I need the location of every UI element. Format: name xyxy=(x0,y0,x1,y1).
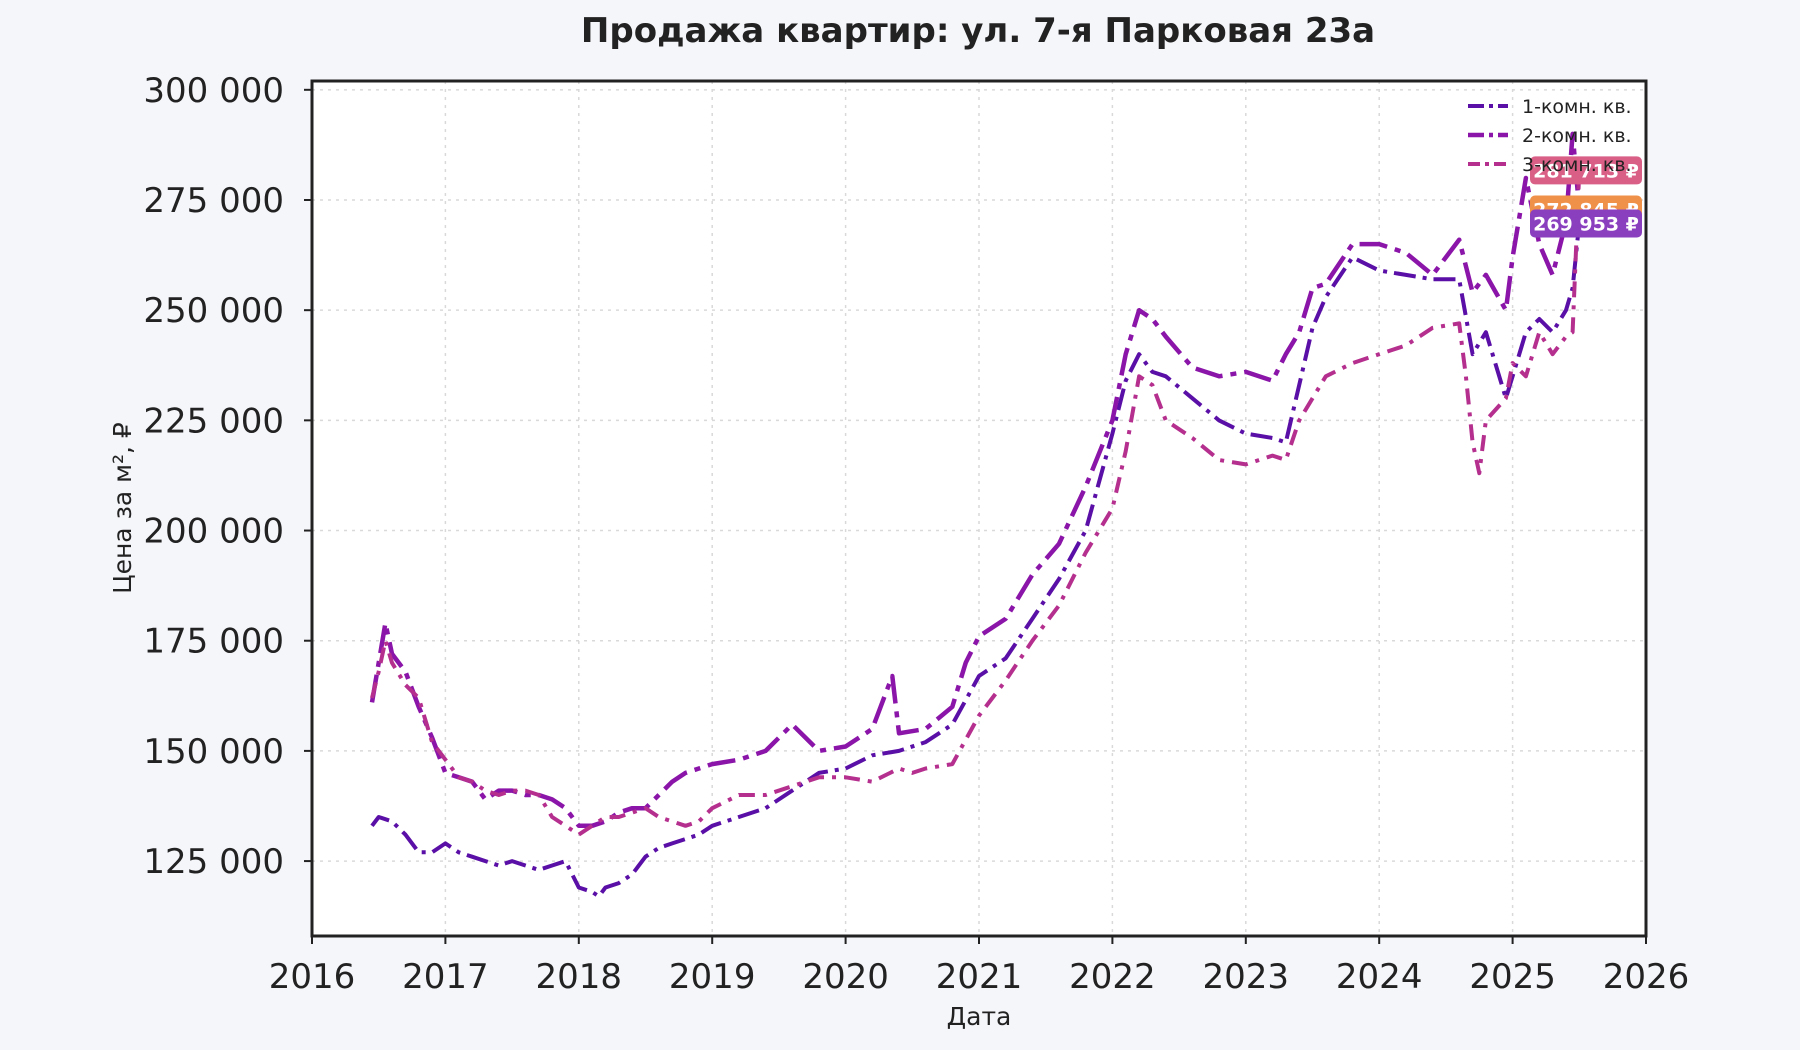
y-axis-label: Цена за м², ₽ xyxy=(108,422,137,594)
x-tick-label: 2020 xyxy=(802,957,889,997)
x-tick-label: 2021 xyxy=(936,957,1023,997)
x-tick-label: 2017 xyxy=(402,957,489,997)
series-line-1 xyxy=(370,221,1582,899)
legend-label: 1-комн. кв. xyxy=(1522,96,1632,118)
y-tick-label: 125 000 xyxy=(143,842,284,882)
legend-label: 3-комн. кв. xyxy=(1522,154,1632,176)
x-tick-label: 2025 xyxy=(1469,957,1556,997)
x-tick-label: 2026 xyxy=(1603,957,1690,997)
end-value-badge xyxy=(1530,209,1642,238)
x-tick-label: 2024 xyxy=(1336,957,1423,997)
x-tick-label: 2018 xyxy=(536,957,623,997)
y-tick-label: 150 000 xyxy=(143,732,284,772)
end-value-labels: 281 713 ₽272 845 ₽269 953 ₽ xyxy=(1530,156,1642,238)
x-tick-label: 2023 xyxy=(1203,957,1290,997)
y-axis-ticks: 125 000 150 000 175 000 200 000 225 000 250 0… xyxy=(143,71,312,882)
y-tick-label: 300 000 xyxy=(143,71,284,111)
x-axis-label: Дата xyxy=(947,1002,1012,1031)
end-value-badge xyxy=(1530,156,1642,185)
end-value-text: 281 713 ₽ xyxy=(1533,160,1639,182)
y-tick-label: 250 000 xyxy=(143,291,284,331)
x-tick-label: 2019 xyxy=(669,957,756,997)
y-tick-label: 175 000 xyxy=(143,622,284,662)
legend: 1-комн. кв. 2-комн. кв. 3-комн. кв. xyxy=(1468,96,1632,176)
y-tick-label: 225 000 xyxy=(143,401,284,441)
y-tick-label: 200 000 xyxy=(143,512,284,552)
chart-title: Продажа квартир: ул. 7-я Парковая 23а xyxy=(581,11,1375,51)
series-line-3 xyxy=(370,170,1582,837)
y-tick-label: 275 000 xyxy=(143,181,284,221)
series-line-2 xyxy=(369,131,1582,829)
legend-label: 2-комн. кв. xyxy=(1522,125,1632,147)
x-tick-label: 2016 xyxy=(269,957,356,997)
series-lines xyxy=(369,131,1582,899)
end-value-text: 269 953 ₽ xyxy=(1533,213,1639,235)
x-tick-label: 2022 xyxy=(1069,957,1156,997)
x-axis-ticks: 2016 2017 2018 2019 2020 2021 2022 2023 2024 2025… xyxy=(269,936,1690,997)
